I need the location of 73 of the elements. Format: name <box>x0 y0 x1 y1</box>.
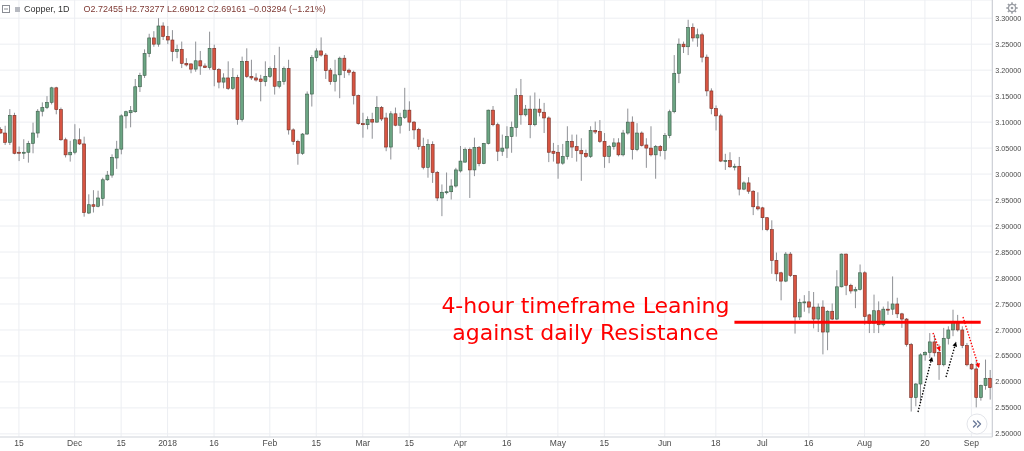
candlestick <box>426 138 430 179</box>
candlestick <box>616 137 621 157</box>
candlestick <box>816 302 821 333</box>
candlestick <box>212 44 217 87</box>
candlestick <box>872 294 876 334</box>
x-tick-label: Apr <box>453 438 468 449</box>
candlestick <box>175 44 179 59</box>
candlestick <box>579 137 584 182</box>
x-tick-label: 15 <box>311 438 322 449</box>
candlestick <box>249 59 254 81</box>
candlestick <box>231 67 235 91</box>
candlestick <box>797 298 802 321</box>
candlestick <box>635 122 639 152</box>
candlestick <box>728 151 732 169</box>
x-tick-label: 16 <box>209 438 220 449</box>
x-tick-label: Dec <box>67 438 83 449</box>
candlestick <box>825 309 830 351</box>
chart-title: Copper, 1D <box>24 4 70 14</box>
x-tick-label: 15 <box>14 438 24 449</box>
candlestick <box>193 41 198 73</box>
x-tick-label: Aug <box>856 438 873 449</box>
candlestick <box>528 95 532 139</box>
candlestick <box>574 134 579 163</box>
candlestick <box>337 56 342 99</box>
candlestick <box>895 297 900 319</box>
candlestick <box>500 134 505 157</box>
x-tick-label: 16 <box>804 438 814 449</box>
candlestick <box>198 50 203 76</box>
candlestick <box>370 112 375 140</box>
candlestick <box>519 78 523 126</box>
candlestick <box>170 29 175 62</box>
candlestick <box>533 91 537 127</box>
candlestick <box>91 189 96 214</box>
candlestick <box>3 125 7 146</box>
x-tick-label: 2018 <box>158 438 178 449</box>
candlestick <box>407 100 412 132</box>
candlestick <box>691 22 695 43</box>
x-tick-label: Feb <box>262 438 278 449</box>
candlestick <box>375 95 379 124</box>
candlestick <box>737 156 742 196</box>
candlestick <box>277 46 282 89</box>
candlestick <box>156 17 161 48</box>
candlestick <box>695 28 700 48</box>
candlestick <box>272 54 277 96</box>
candlestick <box>468 147 472 199</box>
candlestick <box>342 54 347 79</box>
candlestick <box>811 291 816 329</box>
x-tick-label: 15 <box>116 438 127 449</box>
candlestick <box>226 60 230 91</box>
chart-subtitle: O2.72455 H2.73277 L2.69012 C2.69161 −0.03294 (−1.21%) <box>83 4 326 14</box>
x-tick-label: 18 <box>711 438 721 449</box>
x-tick-label: 20 <box>920 438 930 449</box>
candlestick <box>890 275 895 316</box>
x-tick-label: Sep <box>963 438 980 449</box>
x-tick-label: 15 <box>404 438 415 449</box>
candlestick <box>565 125 570 161</box>
x-tick-label: May <box>549 438 567 449</box>
candlestick <box>477 145 481 167</box>
x-tick-label: 15 <box>599 438 610 449</box>
candlestick <box>886 300 890 316</box>
x-tick-label: 16 <box>502 438 512 449</box>
annotation: 4-hour timeframe Leaning against daily Resistance <box>441 293 730 346</box>
candlestick <box>472 137 477 177</box>
x-tick-label: Jul <box>756 438 768 449</box>
candlestick <box>927 332 932 359</box>
candlestick <box>258 74 263 102</box>
x-tick-label: Jun <box>657 438 672 449</box>
x-tick-label: Mar <box>355 438 371 449</box>
candlestick <box>263 60 268 87</box>
candlestick <box>207 31 212 71</box>
candlestick <box>988 369 992 401</box>
candlestick <box>686 19 690 56</box>
candlestick <box>68 140 73 163</box>
